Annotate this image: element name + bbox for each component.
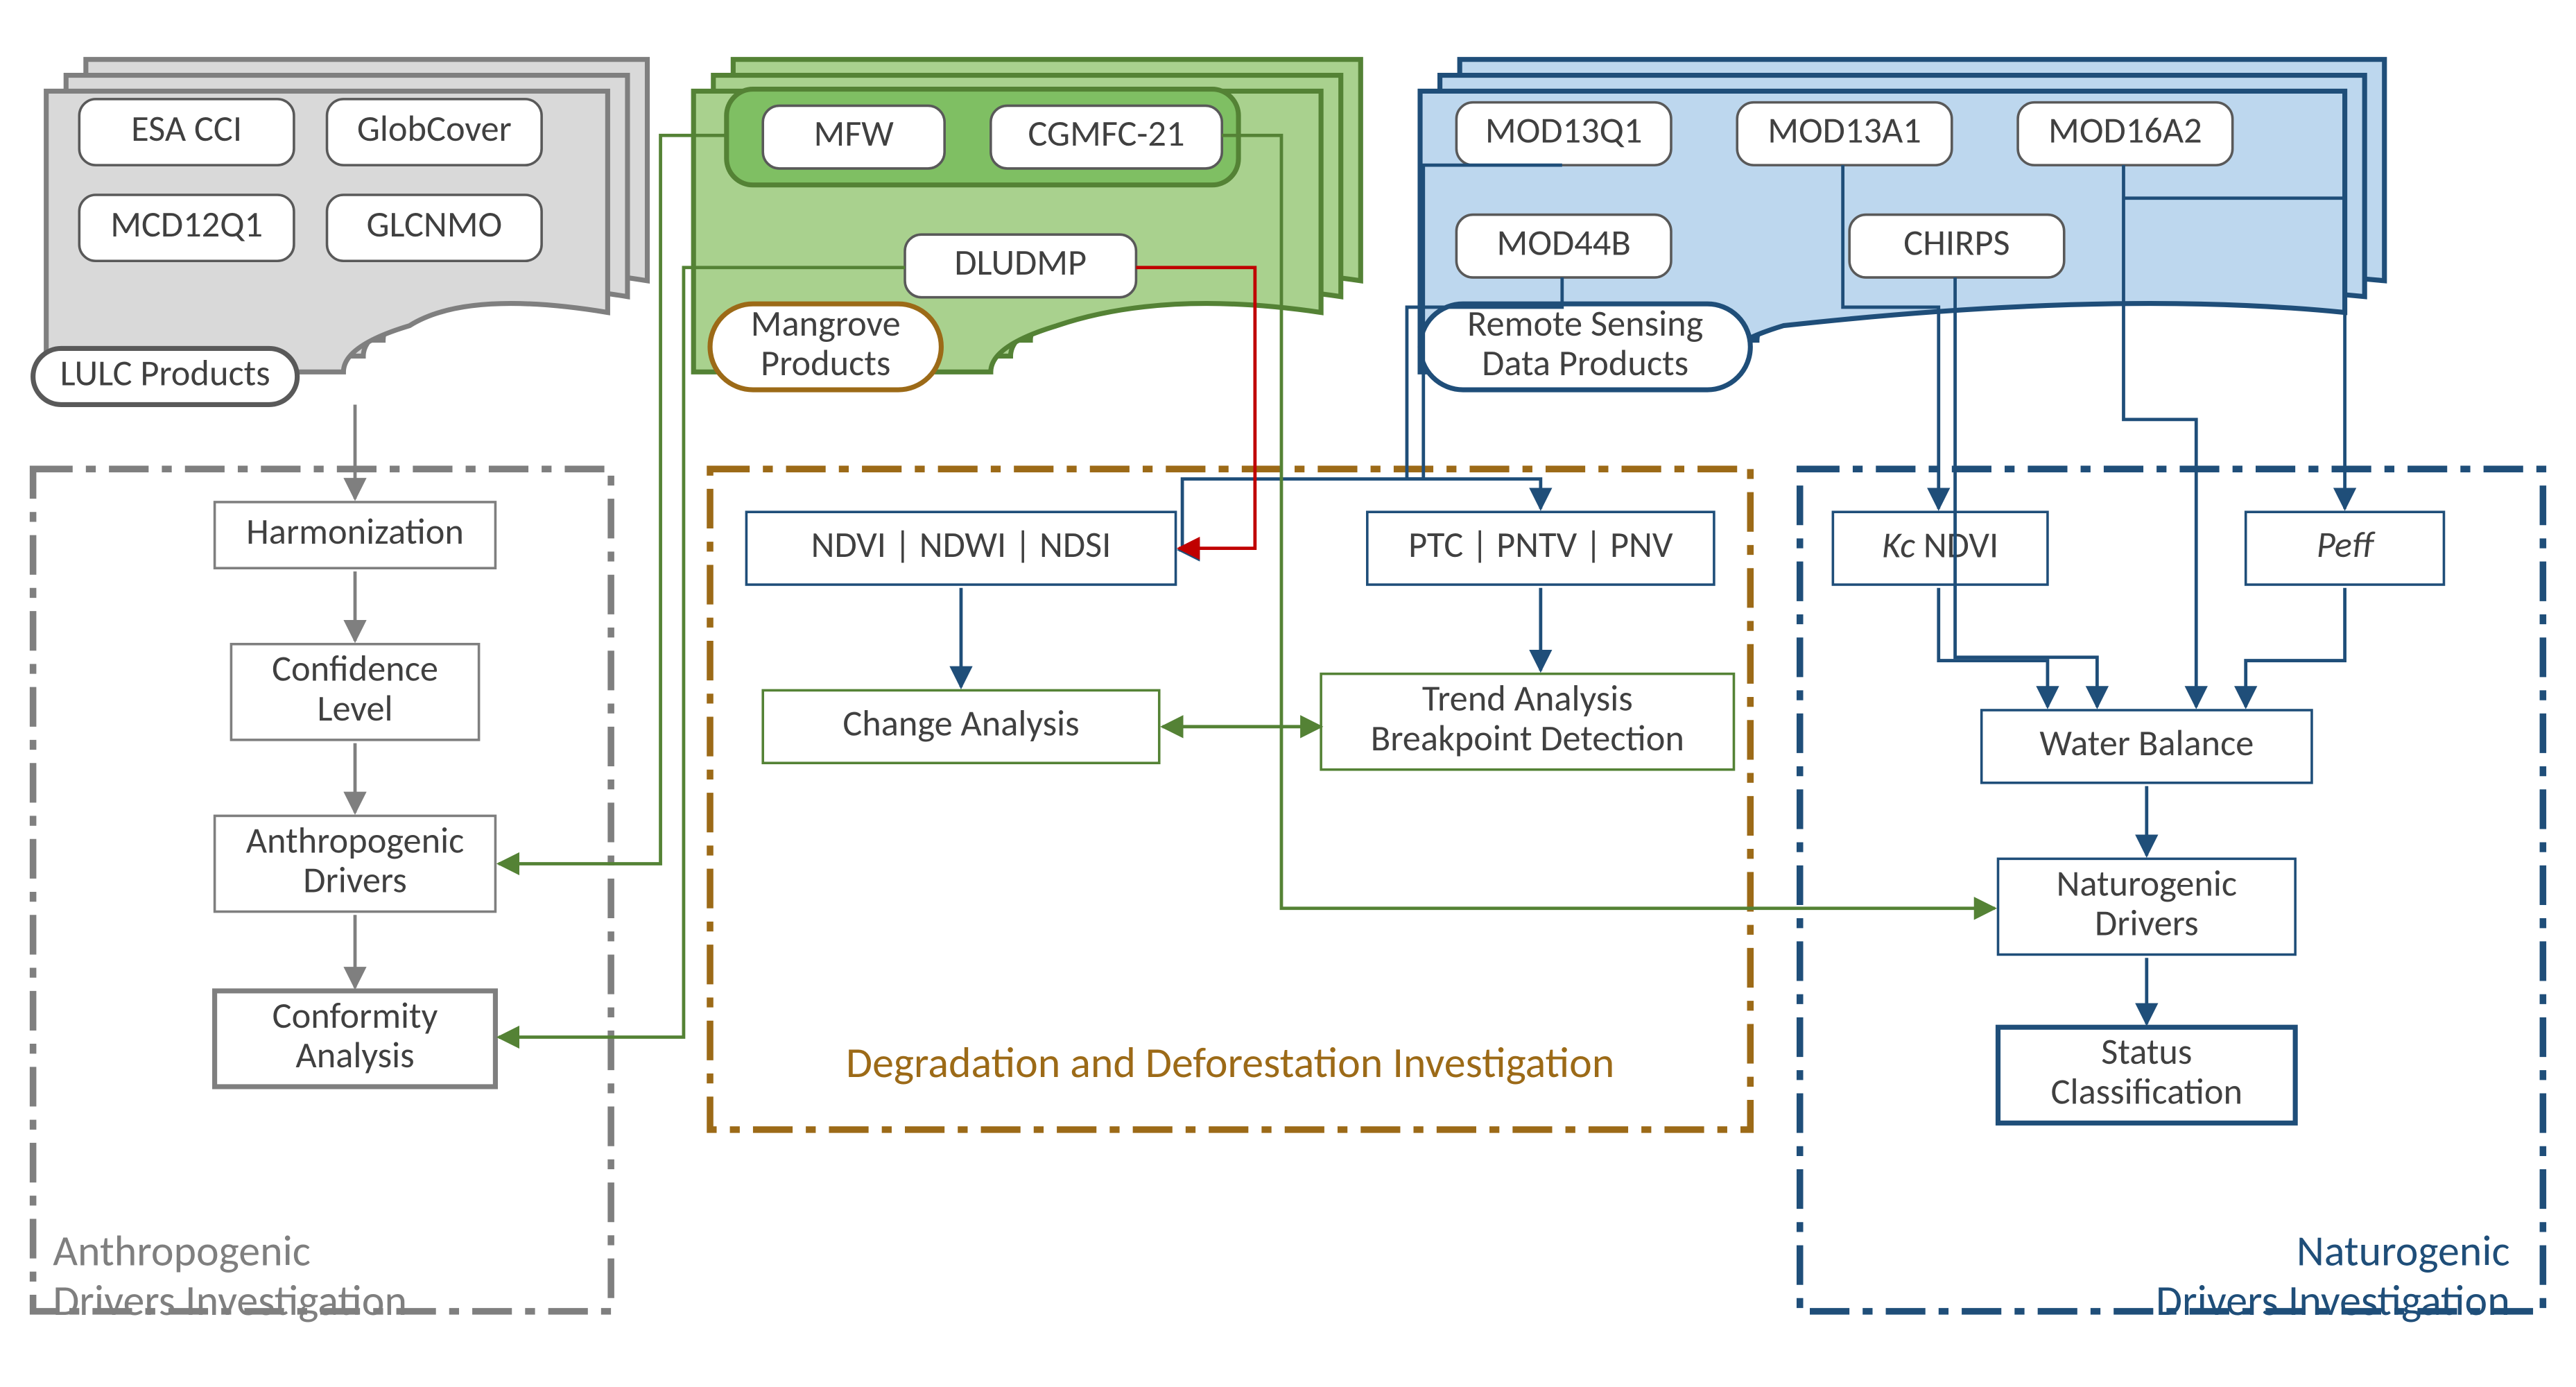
svg-text:Anthropogenic: Anthropogenic — [246, 818, 465, 863]
svg-text:MOD13A1: MOD13A1 — [1767, 108, 1921, 153]
svg-text:MCD12Q1: MCD12Q1 — [110, 203, 263, 247]
svg-text:Conformity: Conformity — [273, 994, 438, 1038]
svg-text:Data Products: Data Products — [1482, 341, 1688, 386]
naturo-region-label: Drivers Investigation — [2156, 1274, 2510, 1327]
svg-text:MFW: MFW — [813, 112, 894, 156]
svg-text:Naturogenic: Naturogenic — [2057, 861, 2237, 906]
degrade-region-label: Degradation and Deforestation Investigat… — [846, 1036, 1614, 1089]
svg-text:Drivers: Drivers — [2095, 901, 2199, 945]
svg-text:PTC | PNTV | PNV: PTC | PNTV | PNV — [1408, 523, 1673, 567]
svg-text:Drivers: Drivers — [303, 859, 407, 903]
flow-arrow — [1136, 268, 1254, 549]
svg-text:Products: Products — [761, 341, 890, 386]
anthro-region-label: Drivers Investigation — [53, 1274, 407, 1327]
svg-text:NDVI | NDWI | NDSI: NDVI | NDWI | NDSI — [811, 523, 1112, 567]
svg-text:Change Analysis: Change Analysis — [842, 701, 1079, 746]
svg-text:Level: Level — [317, 687, 392, 731]
svg-text:ESA CCI: ESA CCI — [131, 107, 242, 151]
svg-text:CHIRPS: CHIRPS — [1903, 221, 2009, 265]
svg-text:Trend Analysis: Trend Analysis — [1422, 677, 1633, 721]
flow-arrow — [2246, 588, 2345, 707]
svg-text:Mangrove: Mangrove — [751, 302, 901, 346]
svg-text:GLCNMO: GLCNMO — [366, 203, 502, 247]
svg-text:Harmonization: Harmonization — [246, 510, 464, 554]
svg-text:Status: Status — [2101, 1030, 2192, 1074]
svg-text:MOD13Q1: MOD13Q1 — [1485, 108, 1643, 153]
anthro-region-label: Anthropogenic — [53, 1225, 311, 1277]
svg-text:GlobCover: GlobCover — [357, 107, 512, 151]
svg-text:Analysis: Analysis — [295, 1033, 414, 1078]
svg-text:LULC Products: LULC Products — [60, 351, 270, 395]
svg-text:Classification: Classification — [2051, 1069, 2242, 1114]
svg-text:Water Balance: Water Balance — [2039, 721, 2254, 766]
svg-text:Kc NDVI: Kc NDVI — [1882, 523, 1998, 567]
svg-text:DLUDMP: DLUDMP — [954, 241, 1087, 285]
svg-text:Peff: Peff — [2317, 523, 2376, 567]
flow-diagram: ESA CCI GlobCover MCD12Q1 GLCNMO LULC Produc… — [0, 0, 2576, 1387]
naturo-region-label: Naturogenic — [2297, 1225, 2510, 1277]
svg-text:MOD44B: MOD44B — [1497, 221, 1631, 265]
svg-text:MOD16A2: MOD16A2 — [2048, 108, 2202, 153]
flow-arrow — [1955, 277, 2098, 707]
svg-text:Breakpoint Detection: Breakpoint Detection — [1371, 716, 1684, 761]
svg-text:Confidence: Confidence — [272, 647, 438, 691]
svg-text:CGMFC-21: CGMFC-21 — [1028, 112, 1185, 156]
